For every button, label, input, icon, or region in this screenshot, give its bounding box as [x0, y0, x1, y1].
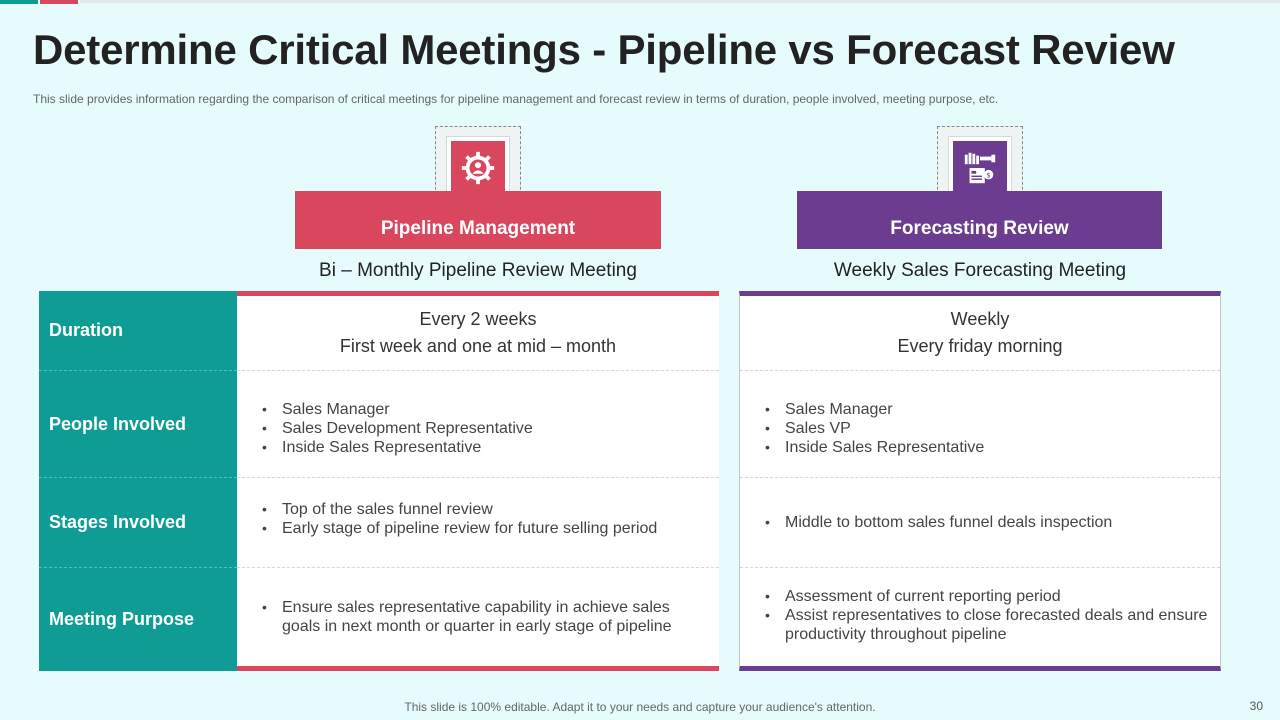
- pipeline-meeting-name: Bi – Monthly Pipeline Review Meeting: [319, 260, 637, 281]
- list-item: Middle to bottom sales funnel deals insp…: [765, 513, 1208, 532]
- pipeline-management-header: Pipeline Management: [295, 191, 661, 249]
- pipeline-people-cell: Sales Manager Sales Development Represen…: [237, 371, 719, 478]
- pipeline-icon-frame: [435, 126, 521, 210]
- list-item: Ensure sales representative capability i…: [262, 598, 679, 636]
- pipeline-duration-line-2: First week and one at mid – month: [339, 336, 617, 356]
- pipeline-duration-cell: Every 2 weeks First week and one at mid …: [237, 296, 719, 371]
- pipeline-management-label: Pipeline Management: [380, 218, 576, 239]
- row-label-purpose: Meeting Purpose: [49, 609, 195, 629]
- list-item: Sales Manager: [765, 400, 1208, 419]
- slide-title: Determine Critical Meetings - Pipeline v…: [33, 26, 1175, 73]
- pipeline-purpose-cell: Ensure sales representative capability i…: [237, 568, 719, 666]
- top-accent-teal: [0, 0, 38, 4]
- forecast-meeting-name: Weekly Sales Forecasting Meeting: [833, 260, 1127, 281]
- gear-person-icon: [447, 137, 509, 199]
- top-accent-line: [80, 0, 1280, 3]
- row-label-people: People Involved: [39, 371, 237, 478]
- slide-subtitle: This slide provides information regardin…: [33, 92, 999, 106]
- list-item: Sales Development Representative: [262, 419, 707, 438]
- pipeline-data-column: Every 2 weeks First week and one at mid …: [237, 291, 719, 671]
- forecasting-review-header: Forecasting Review: [797, 191, 1162, 249]
- row-label-stages: Stages Involved: [39, 478, 237, 568]
- slide-footer: This slide is 100% editable. Adapt it to…: [404, 700, 876, 714]
- list-item: Inside Sales Representative: [262, 438, 707, 457]
- svg-text:$: $: [986, 172, 990, 180]
- forecast-duration-line-2: Every friday morning: [897, 336, 1063, 356]
- row-label-duration: Duration: [39, 291, 237, 371]
- list-item: Early stage of pipeline review for futur…: [262, 519, 707, 538]
- list-item: Assessment of current reporting period: [765, 587, 1208, 606]
- forecast-people-cell: Sales Manager Sales VP Inside Sales Repr…: [740, 371, 1220, 478]
- list-item: Inside Sales Representative: [765, 438, 1208, 457]
- forecast-purpose-cell: Assessment of current reporting period A…: [740, 568, 1220, 666]
- forecast-duration-line-1: Weekly: [950, 309, 1010, 329]
- list-item: Assist representatives to close forecast…: [765, 606, 1208, 644]
- row-label-column: Duration People Involved Stages Involved…: [39, 291, 237, 671]
- forecast-report-icon: $: [949, 137, 1011, 199]
- list-item: Sales Manager: [262, 400, 707, 419]
- forecast-stages-cell: Middle to bottom sales funnel deals insp…: [740, 478, 1220, 568]
- top-accent-red: [40, 0, 78, 4]
- list-item: Top of the sales funnel review: [262, 500, 707, 519]
- forecast-duration-cell: Weekly Every friday morning: [740, 296, 1220, 371]
- page-number: 30: [1249, 699, 1263, 713]
- pipeline-stages-cell: Top of the sales funnel review Early sta…: [237, 478, 719, 568]
- list-item: Sales VP: [765, 419, 1208, 438]
- forecast-data-column: Weekly Every friday morning Sales Manage…: [739, 291, 1221, 671]
- forecasting-review-label: Forecasting Review: [890, 218, 1069, 239]
- pipeline-duration-line-1: Every 2 weeks: [419, 309, 537, 329]
